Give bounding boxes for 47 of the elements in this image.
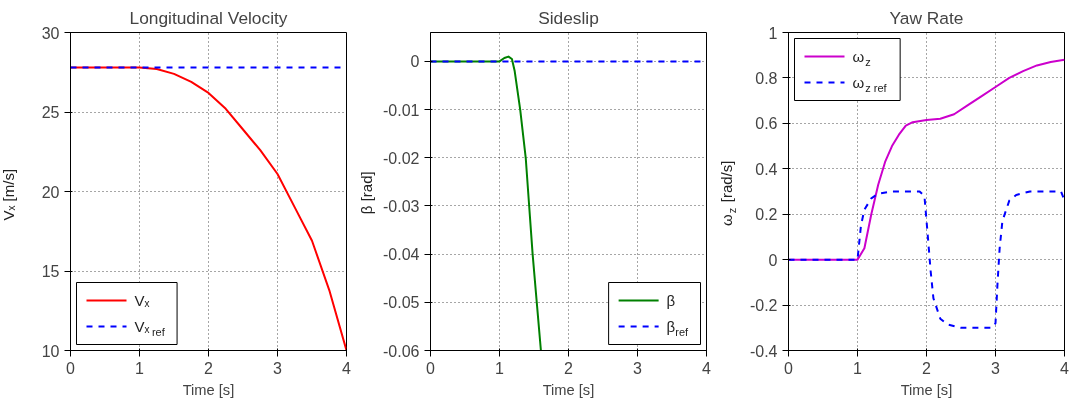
y-tick-label: -0.4 [749,342,778,360]
chart-title: Longitudinal Velocity [129,7,288,28]
chart-title: Sideslip [538,7,599,28]
legend-label: β [666,292,676,309]
y-tick-label: 30 [41,24,60,42]
x-tick-label: 1 [495,359,505,377]
x-axis-title: Time [s] [900,381,953,398]
x-tick-label: 0 [426,359,436,377]
x-tick-label: 4 [1060,359,1070,377]
x-tick-label: 3 [273,359,283,377]
x-tick-label: 3 [633,359,643,377]
x-tick-label: 3 [991,359,1001,377]
y-tick-label: 25 [41,104,60,121]
y-tick-label: 0.4 [755,160,778,178]
line-series [788,190,1065,329]
y-tick-label: 1 [768,24,778,42]
y-axis-title: ωz [rad/s] [718,160,738,227]
y-axis-title: β [rad] [358,171,375,215]
x-tick-label: 2 [204,359,214,377]
chart-title: Yaw Rate [889,7,964,28]
y-tick-label: -0.02 [383,149,420,167]
x-tick-label: 1 [853,359,863,377]
x-axis-title: Time [s] [182,381,235,398]
y-tick-label: -0.01 [383,101,420,119]
y-tick-label: -0.03 [383,197,420,215]
x-tick-label: 4 [342,359,352,377]
y-tick-label: 10 [41,342,60,360]
y-tick-label: 0.6 [755,115,778,133]
y-tick-label: -0.04 [383,246,420,264]
x-tick-label: 0 [784,359,794,377]
x-tick-label: 2 [564,359,574,377]
y-tick-label: -0.2 [749,297,778,315]
legend-label: Vₓ [134,292,150,309]
y-axis-title: Vₓ [m/s] [0,168,17,221]
x-tick-label: 4 [702,359,712,377]
x-tick-label: 0 [66,359,76,377]
y-tick-label: 15 [41,263,60,280]
y-tick-label: 20 [41,183,60,201]
y-tick-label: 0.2 [755,206,778,224]
y-tick-label: 0 [410,53,420,71]
y-tick-label: -0.06 [383,342,420,360]
y-tick-label: 0.8 [755,69,778,87]
y-tick-label: 0 [768,251,778,269]
x-tick-label: 2 [922,359,932,377]
x-axis-title: Time [s] [542,381,595,398]
x-tick-label: 1 [135,359,145,377]
y-tick-label: -0.05 [383,294,420,312]
